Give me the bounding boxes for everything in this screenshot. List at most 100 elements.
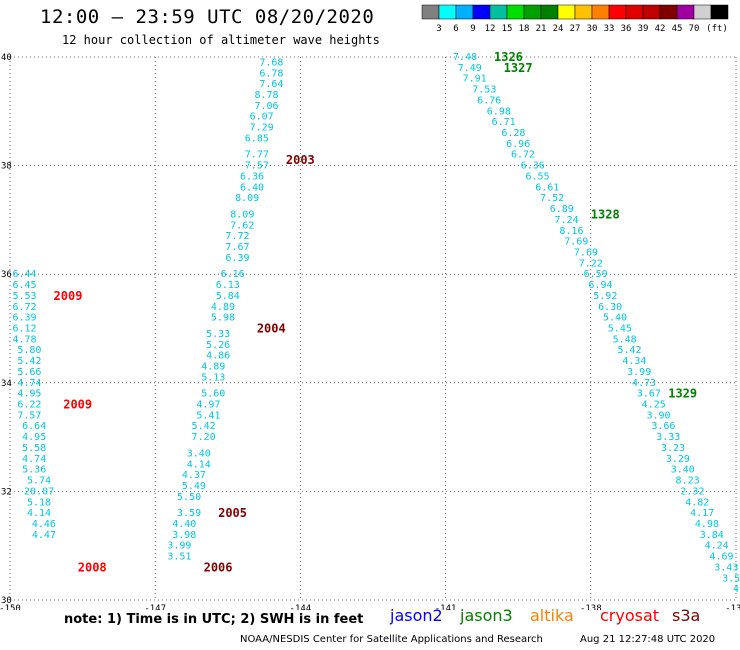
swh-value: 7.57 [245,161,269,172]
swh-value: 6.96 [506,139,530,150]
swh-value: 7.69 [574,247,598,258]
swh-value: 5.18 [27,497,51,508]
swh-value: 4.89 [201,362,225,373]
swh-value: 4.74 [17,378,41,389]
swh-value: 8.09 [230,209,254,220]
swh-value: 3.67 [637,389,661,400]
page-title: 12:00 – 23:59 UTC 08/20/2020 [40,6,375,28]
swh-value: 6.16 [221,269,245,280]
pass-label: 1326 [494,50,523,64]
pass-label: 1329 [668,387,697,401]
swh-value: 6.45 [12,280,36,291]
swh-value: 6.13 [216,280,240,291]
swh-value: 5.80 [17,345,41,356]
swh-value: 4 [733,584,739,595]
pass-label: 2008 [78,560,107,574]
pass-label: 2009 [54,289,83,303]
swh-value: 4.97 [196,400,220,411]
lon-tick-label: -147 [144,604,166,610]
swh-value: 5.40 [603,313,627,324]
swh-value: 7.53 [472,85,496,96]
swh-value: 5.98 [211,313,235,324]
credit-text: NOAA/NESDIS Center for Satellite Applica… [240,634,543,645]
swh-value: 7.77 [245,150,269,161]
legend-label: 24 [553,24,564,34]
swh-value: 4.46 [32,519,56,530]
swh-value: 7.64 [259,79,283,90]
swh-value: 6.36 [521,161,545,172]
swh-value: 5.92 [593,291,617,302]
swh-value: 4.86 [206,351,230,362]
legend-label: 21 [536,24,547,34]
swh-value: 5.42 [192,421,216,432]
legend-label: 30 [587,24,598,34]
legend-label: 9 [470,24,475,34]
swh-value: 6.98 [487,106,511,117]
swh-value: 5.48 [613,334,637,345]
lat-tick-label: 36 [1,270,12,280]
swh-value: 4.82 [685,497,709,508]
swh-value: 6.71 [492,117,516,128]
legend-label: 18 [519,24,530,34]
swh-value: 4.17 [690,508,714,519]
swh-value: 3.43 [714,562,738,573]
swh-value: 6.22 [17,400,41,411]
swh-value: 3.40 [187,448,211,459]
swh-value: 6.44 [12,269,36,280]
swh-value: 4.78 [12,334,36,345]
swh-value: 5.74 [27,476,51,487]
swh-value: 3.99 [167,541,191,552]
legend-label: 45 [672,24,683,34]
legend-label: 39 [638,24,649,34]
swh-value: 4.34 [622,356,646,367]
swh-value: 4.40 [172,519,196,530]
swh-value: 7.48 [453,52,477,63]
swh-value: 5.42 [617,345,641,356]
legend-label: 27 [570,24,581,34]
pass-label: 2003 [286,153,315,167]
swh-value: 6.89 [550,204,574,215]
swh-value: 5.41 [196,410,220,421]
legend-label: 12 [485,24,496,34]
swh-value: 7.49 [458,63,482,74]
lat-tick-label: 40 [1,53,12,63]
swh-value: 8.16 [559,226,583,237]
swh-value: 4.25 [642,400,666,411]
swh-value: 6.30 [598,302,622,313]
swh-value: 5.60 [201,389,225,400]
swh-value: 4.74 [22,454,46,465]
swh-value: 4.69 [709,552,733,563]
pass-label: 2009 [63,398,92,412]
swh-value: 3.90 [647,410,671,421]
swh-value: 3.66 [651,421,675,432]
legend-label: 42 [655,24,666,34]
lon-tick-label: -135 [725,604,740,610]
swh-value: 8.78 [254,90,278,101]
legend-label: 70 [689,24,700,34]
swh-value: 7.62 [230,220,254,231]
legend-s3a: s3a [672,606,701,625]
swh-value: 8.23 [676,476,700,487]
swh-value: 7.68 [259,57,283,68]
swh-value: 7.72 [225,231,249,242]
swh-value: 5.58 [22,443,46,454]
swh-value: 6.28 [501,128,525,139]
swh-value: 6.78 [259,68,283,79]
legend-label: 6 [453,24,458,34]
swh-value: 3.99 [627,367,651,378]
swh-value: 5.42 [17,356,41,367]
swh-value: 4.24 [705,541,729,552]
swh-value: 6.59 [584,269,608,280]
swh-value: 7.29 [250,123,274,134]
swh-value: 7.24 [555,215,579,226]
swh-value: 5.26 [206,340,230,351]
swh-value: 3.40 [671,465,695,476]
swh-value: 6.07 [250,112,274,123]
swh-value: 5.66 [17,367,41,378]
swh-value: 3.23 [661,443,685,454]
swh-value: 7.52 [540,193,564,204]
swh-value: 4.47 [32,530,56,541]
swh-value: 3.33 [656,432,680,443]
swh-value: 5.13 [201,372,225,383]
